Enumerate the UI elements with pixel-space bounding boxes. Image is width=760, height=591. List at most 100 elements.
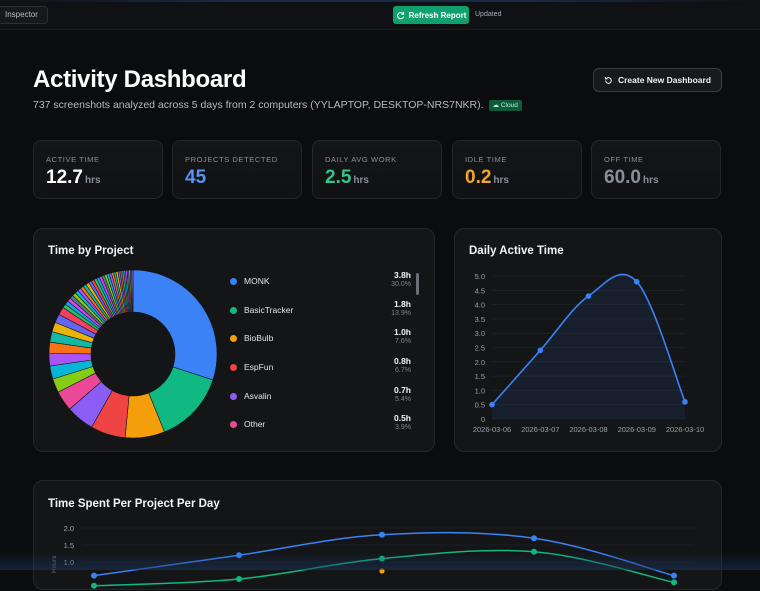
y-tick-label: 0: [481, 415, 485, 424]
legend-hours: 0.8h: [393, 356, 411, 366]
data-point[interactable]: [537, 347, 544, 354]
card-title: Daily Active Time: [469, 245, 564, 257]
y-tick-label: 3.0: [475, 329, 485, 338]
data-point[interactable]: [379, 568, 385, 574]
stat-label: ACTIVE TIME: [46, 155, 100, 164]
data-point[interactable]: [682, 399, 688, 405]
stat-value: 2.5 hrs: [325, 167, 369, 189]
data-point[interactable]: [531, 535, 537, 542]
data-point[interactable]: [91, 582, 97, 589]
y-tick-label: 1.5: [64, 541, 74, 550]
legend-dot: [230, 306, 237, 314]
data-point[interactable]: [236, 576, 242, 582]
data-point[interactable]: [489, 401, 495, 408]
create-new-dashboard-button[interactable]: Create New Dashboard: [593, 68, 722, 92]
create-new-dashboard-label: Create New Dashboard: [617, 75, 712, 85]
data-point[interactable]: [671, 572, 677, 579]
stat-number: 2.5: [325, 167, 352, 188]
y-tick-label: 2.0: [475, 358, 485, 367]
donut-slice-monk[interactable]: [132, 269, 218, 381]
stat-value: 0.2 hrs: [465, 167, 509, 189]
y-axis-label: Hours: [51, 555, 58, 573]
legend-item-other[interactable]: Other: [230, 418, 265, 430]
per-project-per-day-card: Time Spent Per Project Per Day 1.0 1.5 2.0…: [33, 480, 722, 590]
legend-item-biobulb[interactable]: BioBulb: [230, 332, 273, 344]
refresh-report-button[interactable]: Refresh Report: [393, 6, 469, 24]
page-title: Activity Dashboard: [33, 66, 247, 93]
legend-item-espfun[interactable]: EspFun: [230, 361, 273, 373]
legend-scrollbar[interactable]: [416, 273, 419, 295]
stat-unit: hrs: [493, 175, 509, 186]
stat-card-idle-time: IDLE TIME 0.2 hrs: [452, 140, 582, 199]
legend-percent: 5.4%: [395, 396, 411, 403]
data-point[interactable]: [585, 293, 592, 299]
stat-label: IDLE TIME: [465, 155, 507, 164]
project-series-line: [93, 549, 675, 587]
stat-card-active-time: ACTIVE TIME 12.7 hrs: [33, 140, 163, 199]
stat-number: 60.0: [604, 167, 641, 188]
legend-value: 1.8h 13.9%: [391, 299, 411, 317]
legend-dot: [230, 334, 237, 342]
legend-item-asvalin[interactable]: Asvalin: [230, 390, 271, 402]
daily-active-time-card: Daily Active Time 0 0.5 1.0 1.5 2.0 2.5 3.0 3.5…: [454, 228, 722, 452]
stat-label: DAILY AVG WORK: [325, 155, 397, 164]
legend-label: EspFun: [244, 362, 274, 372]
daily-active-line: [491, 273, 686, 406]
project-series-line: [93, 531, 675, 577]
data-point[interactable]: [531, 548, 537, 555]
stat-card-daily-avg-work: DAILY AVG WORK 2.5 hrs: [312, 140, 442, 199]
refresh-report-label: Refresh Report: [408, 10, 467, 20]
stat-label: PROJECTS DETECTED: [185, 155, 278, 164]
legend-hours: 0.7h: [393, 385, 411, 395]
line-area-fill: [492, 274, 685, 419]
data-point[interactable]: [633, 278, 640, 285]
x-tick-label: 2026-03-10: [666, 425, 704, 434]
legend-dot: [230, 363, 237, 371]
top-toolbar: Inspector Refresh Report Updated: [0, 0, 760, 30]
legend-value: 0.7h 5.4%: [394, 385, 411, 403]
legend-value: 1.0h 7.6%: [394, 327, 411, 345]
inspector-button[interactable]: Inspector: [0, 6, 48, 24]
x-tick-label: 2026-03-08: [569, 425, 607, 434]
y-tick-label: 4.0: [475, 301, 485, 310]
data-point[interactable]: [236, 552, 242, 559]
legend-percent: 13.9%: [391, 310, 411, 317]
y-tick-label: 0.5: [475, 401, 485, 410]
legend-label: BasicTracker: [244, 305, 294, 315]
stat-number: 12.7: [46, 167, 83, 188]
y-tick-label: 4.5: [475, 286, 485, 295]
data-point[interactable]: [379, 531, 385, 538]
legend-percent: 30.0%: [391, 281, 411, 288]
legend-dot: [230, 277, 237, 285]
refresh-icon: [396, 11, 404, 19]
legend-dot: [230, 420, 237, 428]
legend-item-basictracker[interactable]: BasicTracker: [230, 304, 293, 316]
data-point[interactable]: [671, 579, 677, 586]
x-tick-label: 2026-03-09: [618, 425, 656, 434]
legend-percent: 3.9%: [395, 424, 411, 431]
y-tick-label: 3.5: [475, 315, 485, 324]
y-tick-label: 2.0: [64, 524, 74, 533]
stat-number: 45: [185, 167, 207, 188]
cloud-badge: ☁ Cloud: [488, 100, 522, 111]
data-point[interactable]: [91, 572, 97, 579]
data-point[interactable]: [379, 555, 385, 562]
stat-card-projects-detected: PROJECTS DETECTED 45: [172, 140, 302, 199]
y-tick-label: 1.0: [64, 558, 74, 567]
card-title: Time by Project: [48, 245, 134, 257]
legend-label: MONK: [244, 276, 270, 286]
project-donut-chart: [48, 269, 218, 439]
x-tick-label: 2026-03-06: [473, 425, 511, 434]
legend-label: Asvalin: [244, 391, 272, 401]
legend-hours: 0.5h: [393, 413, 411, 423]
legend-label: BioBulb: [244, 333, 274, 343]
legend-value: 0.8h 6.7%: [394, 356, 411, 374]
card-title: Time Spent Per Project Per Day: [48, 498, 220, 510]
legend-percent: 6.7%: [395, 367, 411, 374]
updated-status: Updated: [475, 11, 502, 18]
y-tick-label: 2.5: [475, 344, 485, 353]
legend-item-monk[interactable]: MONK: [230, 275, 270, 287]
x-tick-label: 2026-03-07: [521, 425, 559, 434]
stat-unit: hrs: [84, 175, 101, 186]
donut-slice-minor[interactable]: [131, 269, 134, 313]
